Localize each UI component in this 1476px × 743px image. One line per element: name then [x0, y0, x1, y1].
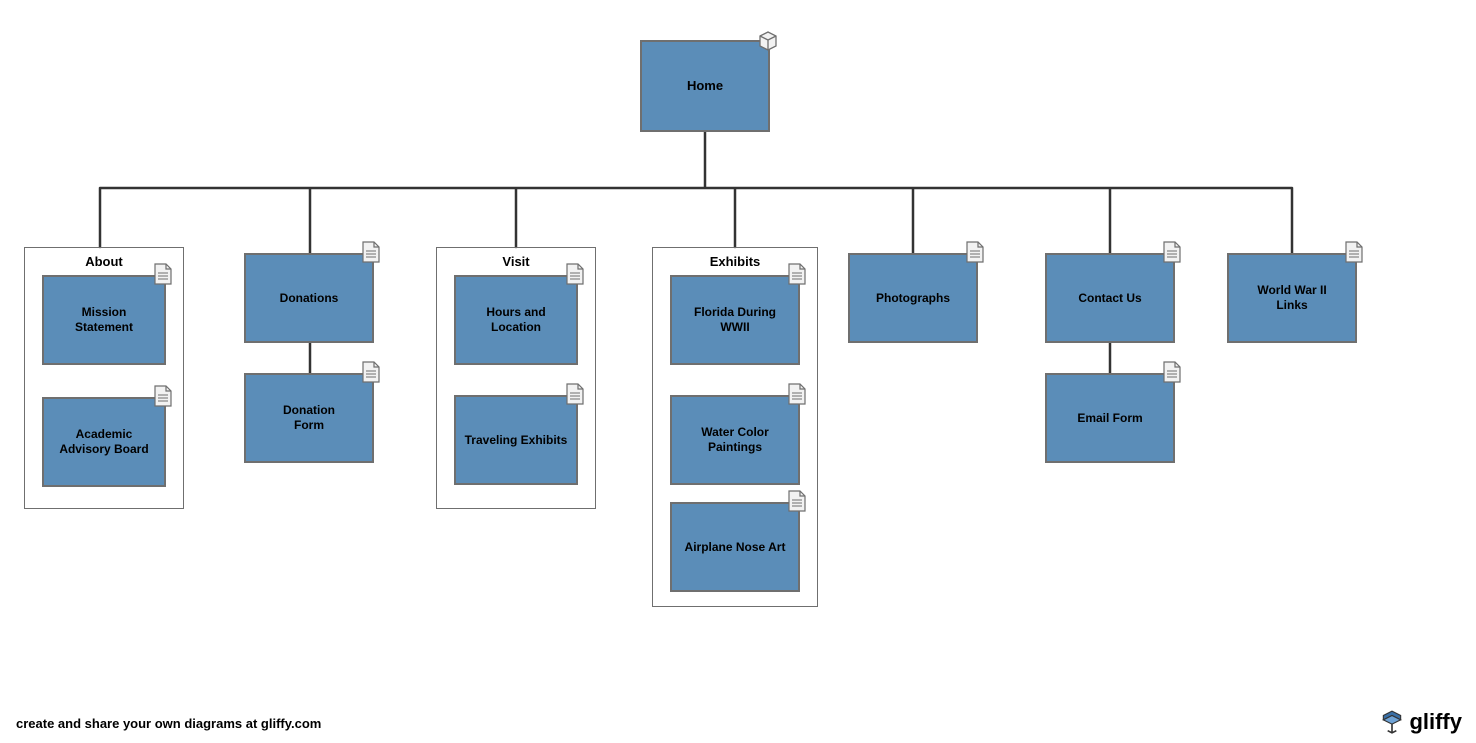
- node-hours-label: Hours andLocation: [486, 305, 545, 335]
- node-florida[interactable]: Florida During WWII: [670, 275, 800, 365]
- node-travel-label: Traveling Exhibits: [465, 433, 568, 448]
- node-water[interactable]: Water ColorPaintings: [670, 395, 800, 485]
- node-contact[interactable]: Contact Us: [1045, 253, 1175, 343]
- brand-text: gliffy: [1409, 709, 1462, 735]
- node-donations[interactable]: Donations: [244, 253, 374, 343]
- node-email_form[interactable]: Email Form: [1045, 373, 1175, 463]
- node-nose[interactable]: Airplane Nose Art: [670, 502, 800, 592]
- node-home-label: Home: [687, 78, 723, 94]
- node-photographs[interactable]: Photographs: [848, 253, 978, 343]
- node-donation_form-label: DonationForm: [283, 403, 335, 433]
- node-nose-label: Airplane Nose Art: [685, 540, 786, 555]
- node-photographs-label: Photographs: [876, 291, 950, 306]
- node-mission-label: MissionStatement: [75, 305, 133, 335]
- brand-icon: [1379, 709, 1405, 735]
- node-email_form-label: Email Form: [1077, 411, 1142, 426]
- footer-text: create and share your own diagrams at gl…: [16, 716, 321, 731]
- node-links-label: World War IILinks: [1257, 283, 1326, 313]
- container-about-title: About: [33, 254, 175, 269]
- node-donation_form[interactable]: DonationForm: [244, 373, 374, 463]
- node-travel[interactable]: Traveling Exhibits: [454, 395, 578, 485]
- node-advisory-label: AcademicAdvisory Board: [59, 427, 148, 457]
- node-water-label: Water ColorPaintings: [701, 425, 769, 455]
- node-hours[interactable]: Hours andLocation: [454, 275, 578, 365]
- node-mission[interactable]: MissionStatement: [42, 275, 166, 365]
- node-advisory[interactable]: AcademicAdvisory Board: [42, 397, 166, 487]
- node-donations-label: Donations: [280, 291, 339, 306]
- container-exhibits-title: Exhibits: [661, 254, 809, 269]
- node-florida-label: Florida During WWII: [680, 305, 790, 335]
- node-links[interactable]: World War IILinks: [1227, 253, 1357, 343]
- node-contact-label: Contact Us: [1078, 291, 1141, 306]
- brand-logo: gliffy: [1379, 709, 1462, 735]
- node-home[interactable]: Home: [640, 40, 770, 132]
- container-visit-title: Visit: [445, 254, 587, 269]
